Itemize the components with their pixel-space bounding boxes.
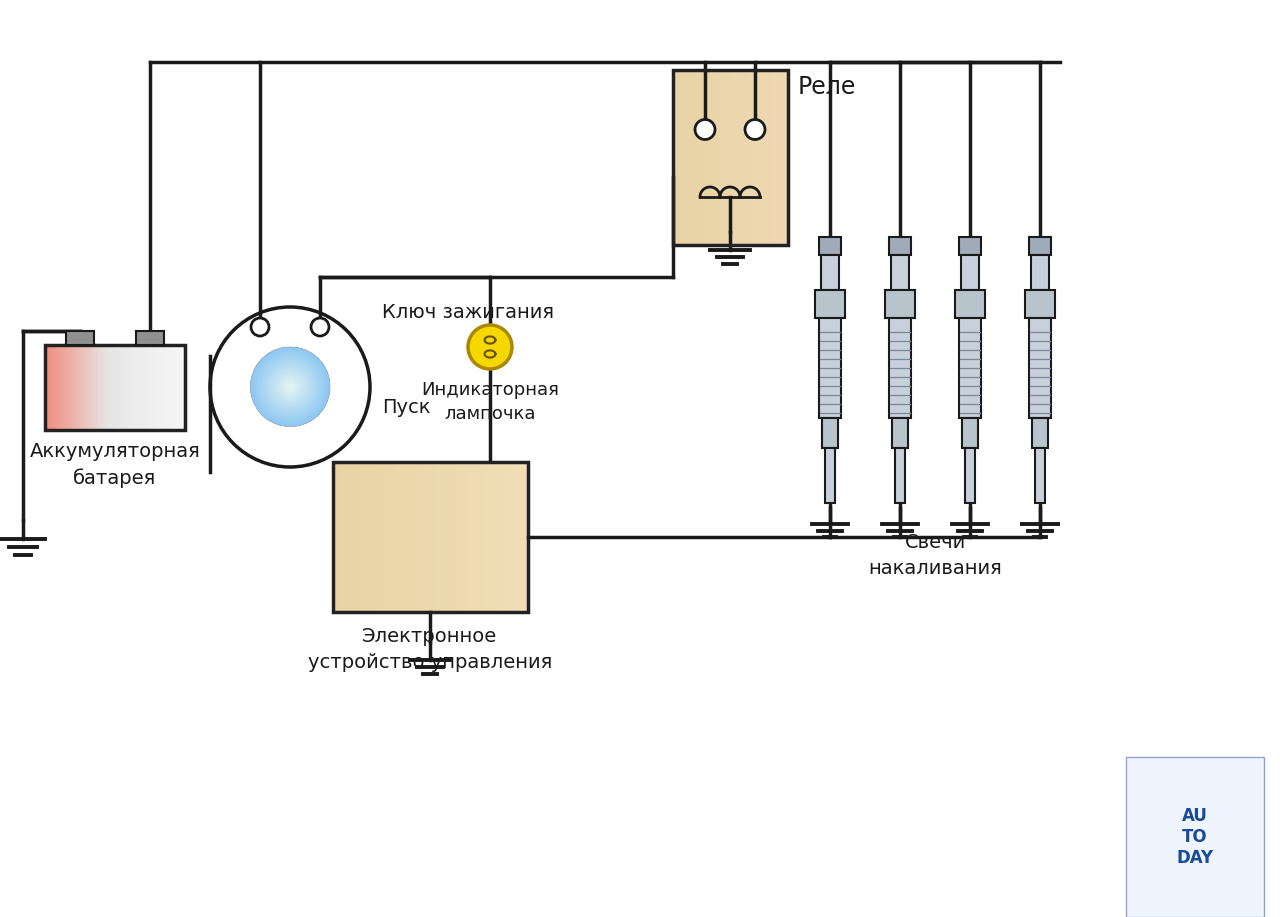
Text: AU
TO
DAY: AU TO DAY [1176,807,1213,867]
FancyBboxPatch shape [884,290,915,318]
FancyBboxPatch shape [961,255,979,290]
Text: Аккумуляторная
батарея: Аккумуляторная батарея [29,441,201,488]
FancyBboxPatch shape [136,330,164,345]
FancyBboxPatch shape [965,448,975,503]
Circle shape [311,318,329,336]
FancyBboxPatch shape [1030,255,1050,290]
Text: Индикаторная
лампочка: Индикаторная лампочка [421,381,559,423]
FancyBboxPatch shape [1032,418,1048,448]
Text: Электронное
устройство управления: Электронное устройство управления [308,627,552,672]
FancyBboxPatch shape [1025,290,1055,318]
Circle shape [251,318,269,336]
FancyBboxPatch shape [820,255,838,290]
Text: Ключ зажигания: Ключ зажигания [381,303,554,322]
FancyBboxPatch shape [892,418,908,448]
FancyBboxPatch shape [890,237,911,255]
Circle shape [695,119,716,139]
FancyBboxPatch shape [822,418,838,448]
FancyBboxPatch shape [891,255,909,290]
FancyBboxPatch shape [1029,318,1051,418]
FancyBboxPatch shape [1036,448,1044,503]
FancyBboxPatch shape [1029,237,1051,255]
FancyBboxPatch shape [895,448,905,503]
FancyBboxPatch shape [959,318,980,418]
Text: Свечи
накаливания: Свечи накаливания [868,533,1002,579]
FancyBboxPatch shape [67,330,93,345]
FancyBboxPatch shape [955,290,986,318]
FancyBboxPatch shape [959,237,980,255]
FancyBboxPatch shape [815,290,845,318]
FancyBboxPatch shape [826,448,835,503]
Circle shape [745,119,765,139]
FancyBboxPatch shape [963,418,978,448]
Text: Реле: Реле [797,74,856,98]
Text: Пуск: Пуск [381,397,430,416]
Circle shape [468,325,512,369]
FancyBboxPatch shape [819,318,841,418]
FancyBboxPatch shape [890,318,911,418]
FancyBboxPatch shape [819,237,841,255]
